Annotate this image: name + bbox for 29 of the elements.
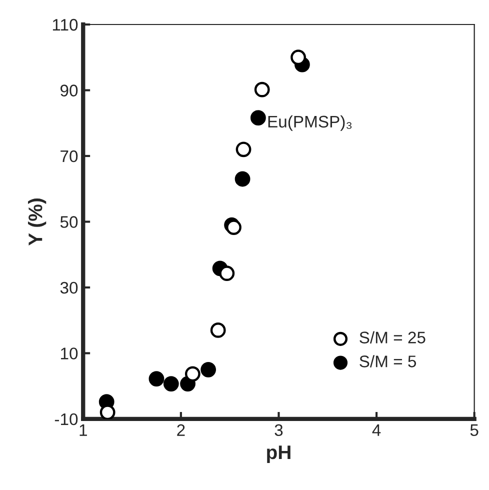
y-tick-label: 10: [61, 348, 78, 360]
point: [254, 82, 270, 98]
annotation: Eu(PMSP)₃: [268, 115, 352, 131]
legend-label: S/M = 25: [360, 331, 426, 344]
point: [163, 376, 179, 392]
point: [148, 371, 164, 387]
y-axis-title: Y (%): [28, 198, 46, 246]
x-axis-title: pH: [267, 446, 290, 464]
legend-label: S/M = 5: [360, 355, 416, 368]
y-tick-label: 30: [60, 282, 78, 294]
y-tick-label: 70: [60, 150, 78, 162]
point: [100, 404, 116, 419]
y-tick-label: 90: [60, 84, 78, 96]
point: [234, 171, 250, 187]
x-tick-label: 4: [372, 424, 381, 436]
y-tick-label: -10: [54, 413, 78, 426]
y-tick-label: 50: [60, 216, 78, 228]
x-tick-label: 3: [274, 424, 283, 436]
point: [200, 362, 216, 378]
x-tick-label: 5: [470, 424, 478, 436]
point: [184, 366, 200, 382]
point: [219, 266, 235, 282]
point: [290, 50, 306, 66]
x-tick-label: 1: [80, 424, 87, 436]
y-tick-label: 110: [52, 18, 78, 31]
x-tick-label: 2: [177, 424, 185, 436]
point: [236, 142, 252, 158]
point: [210, 322, 226, 338]
point: [250, 110, 266, 126]
